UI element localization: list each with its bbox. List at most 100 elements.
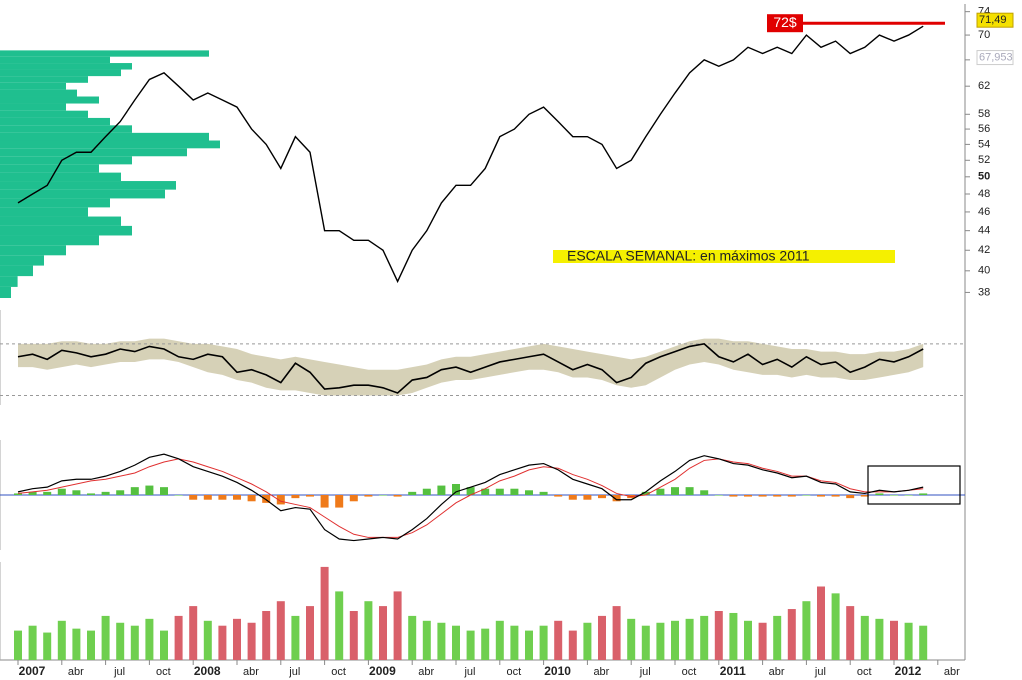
macd-histogram-bar [568,495,577,500]
y-tick-label: 54 [978,138,990,150]
x-tick-label: abr [418,666,434,678]
resistance-label-box [767,14,803,33]
volume-profile-bar [0,132,209,141]
resistance-label: 72$ [773,14,797,30]
volume-bar [87,630,95,660]
macd-histogram-bar [130,487,139,495]
macd-histogram-bar [510,488,519,495]
macd-histogram-bar [729,495,738,497]
volume-profile-bar [0,148,187,157]
macd-histogram-bar [875,493,884,495]
volume-bar [685,618,694,660]
y-tick-label: 58 [978,108,990,120]
macd-histogram-bar [72,490,81,495]
macd-histogram-bar [437,485,446,495]
oscillator-band [18,338,924,396]
volume-profile-bar [0,286,11,298]
volume-bar [145,618,154,660]
x-tick-label: jul [288,666,300,678]
volume-profile-bar [0,255,44,266]
volume-bar [28,625,37,660]
y-tick-label: 40 [978,265,990,277]
volume-bar [539,625,548,660]
volume-profile-bar [0,225,132,236]
macd-histogram-bar [539,491,548,495]
volume-bar [393,591,402,660]
x-tick-label: jul [639,666,651,678]
volume-profile-bar [0,50,209,57]
y-tick-label: 50 [978,171,990,183]
x-tick-label: oct [506,666,521,678]
volume-bar [846,606,855,660]
y-tick-label: 46 [978,206,990,218]
volume-bar [408,615,417,660]
macd-histogram-bar [101,491,110,495]
volume-profile-bar [0,110,88,118]
volume-bar [744,620,752,660]
x-tick-label: 2009 [369,664,396,678]
volume-bar [919,625,928,660]
volume-bar [233,618,241,660]
volume-bar [379,606,387,660]
macd-histogram-bar [335,495,344,508]
volume-bar [817,586,825,660]
x-tick-label: oct [682,666,697,678]
macd-histogram-bar [379,495,387,496]
y-tick-label: 44 [978,225,990,237]
price-line [17,25,924,284]
x-tick-label: 2010 [544,664,571,678]
x-tick-label: abr [593,666,609,678]
macd-histogram-bar [758,495,767,497]
macd-highlight [867,465,961,505]
macd-histogram-bar [481,488,490,495]
volume-bar [364,601,373,660]
macd-histogram-bar [612,495,621,502]
volume-bar [466,630,475,660]
macd-histogram-bar [116,490,125,495]
macd-histogram-bar [714,495,723,496]
macd-histogram-bar [364,495,373,497]
macd-histogram-bar [233,495,241,500]
volume-bar [422,620,431,660]
x-tick-label: 2012 [895,664,922,678]
volume-profile-bar [0,207,88,217]
macd-histogram-bar [787,495,796,497]
volume-bar [773,615,782,660]
volume-profile-bar [0,198,110,208]
annotation-highlight [553,250,895,263]
macd-histogram-bar [495,488,504,495]
volume-bar [116,622,125,660]
volume-profile-bar [0,276,18,287]
volume-bar [306,606,314,660]
volume-profile-bar [0,103,66,111]
x-tick-label: jul [814,666,826,678]
volume-bar [700,615,709,660]
volume-profile-bar [0,189,165,199]
x-tick-label: oct [331,666,346,678]
x-tick-label: jul [113,666,125,678]
annotation: ESCALA SEMANAL: en máximos 2011 [567,248,810,264]
macd-histogram-bar [189,495,198,500]
volume-profile-bar [0,76,88,83]
macd-histogram-bar [860,495,869,497]
volume-bar [583,622,592,660]
volume-bar [335,591,344,660]
volume-profile-bar [0,82,66,90]
y-tick-label: 70 [978,29,990,41]
volume-bar [276,601,285,660]
volume-bar [554,620,563,660]
volume-bar [612,606,621,660]
volume-bar [14,630,22,660]
macd-histogram-bar [57,488,66,495]
volume-bar [57,620,66,660]
volume-bar [568,630,577,660]
volume-bar [802,601,811,660]
macd-histogram-bar [773,495,782,497]
volume-bar [758,622,767,660]
x-tick-label: 2007 [19,664,46,678]
volume-profile-bar [0,140,220,149]
oscillator-line [17,342,924,394]
y-tick-label: 42 [978,244,990,256]
